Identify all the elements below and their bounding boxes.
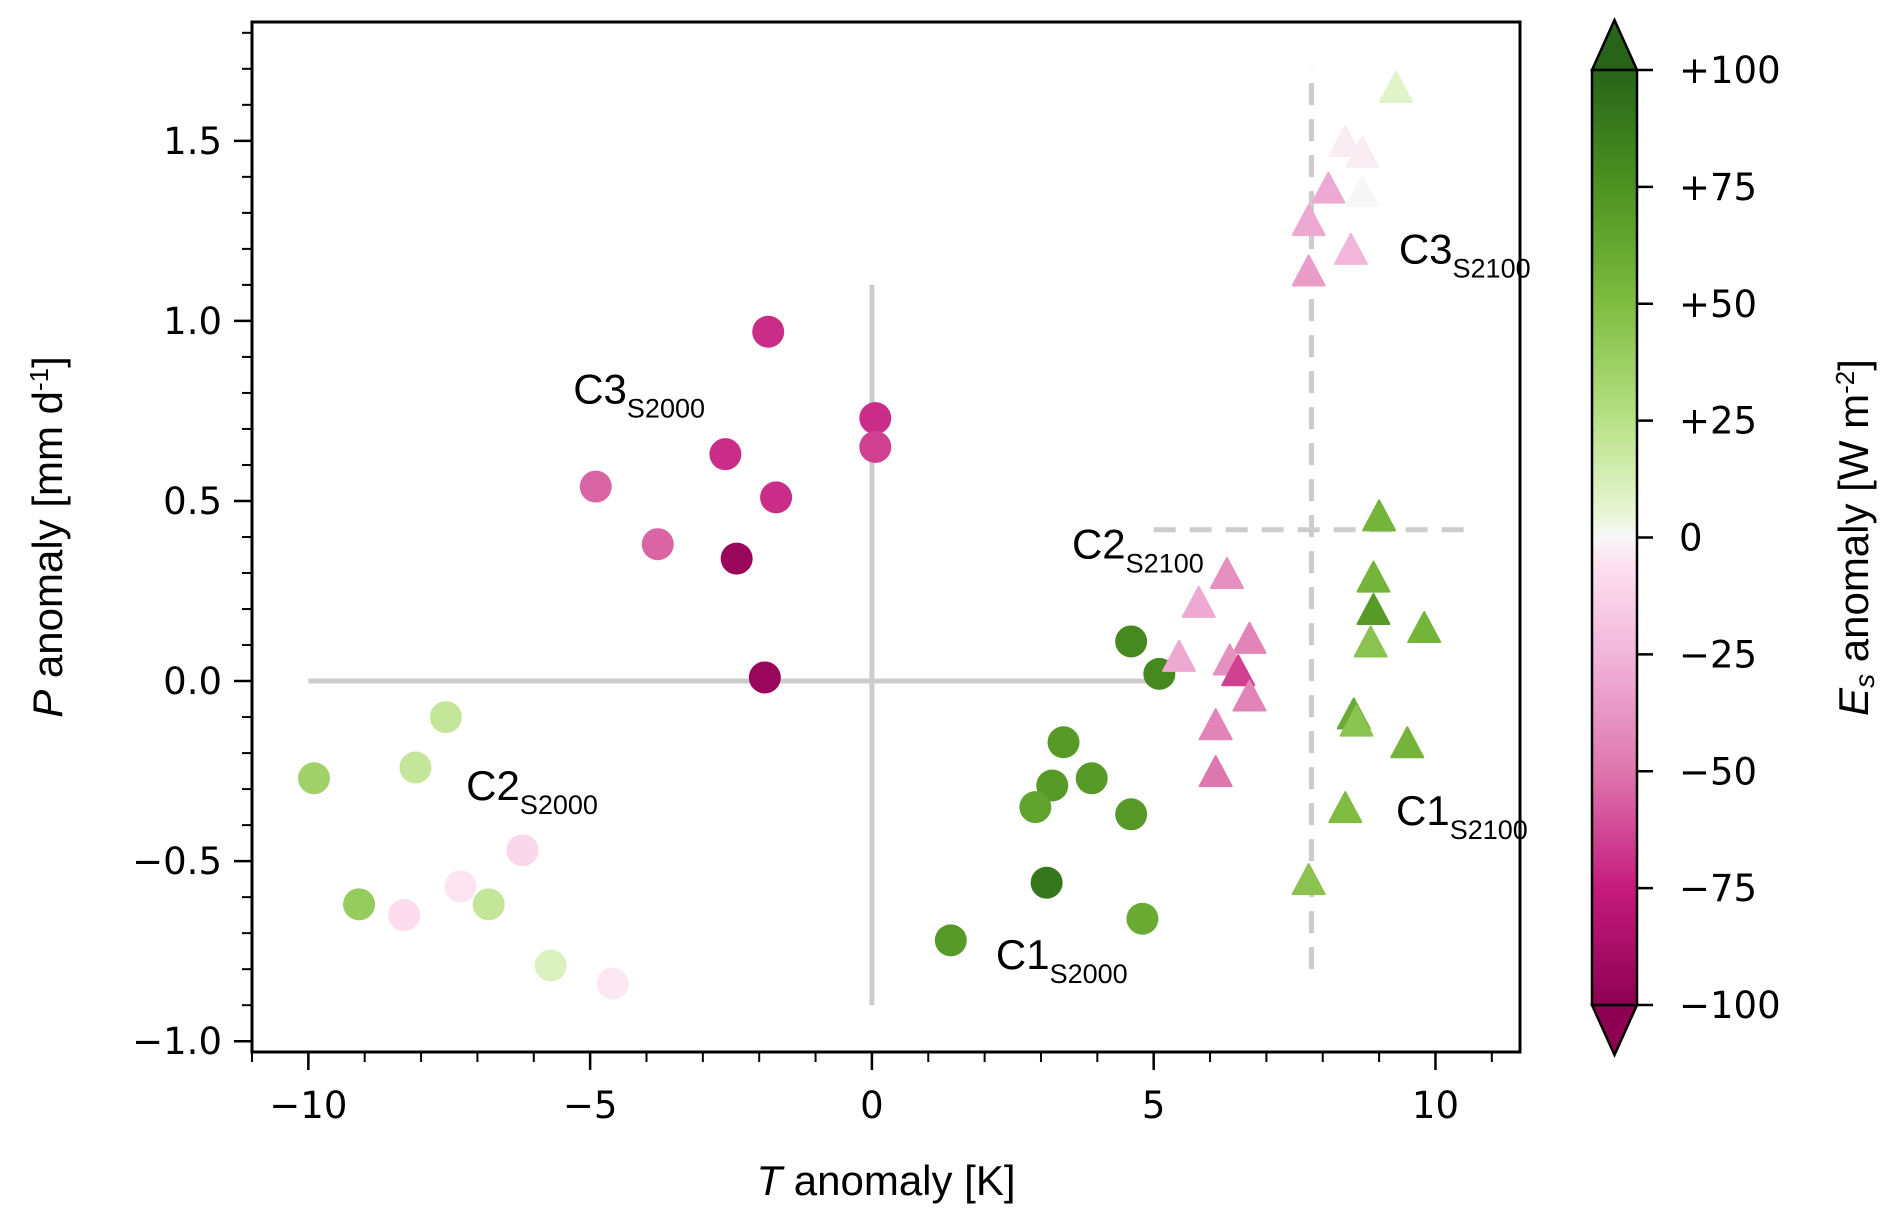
colorbar: +100 +75 +50 +25 0 −25 −50 −75 −100 xyxy=(1590,16,1781,1059)
x-axis-label: T anomaly [K] xyxy=(756,1157,1015,1204)
annotation-c3-s2100: C3S2100 xyxy=(1399,225,1531,283)
y-tick-label: −0.5 xyxy=(132,840,222,883)
data-point-s2100-c1 xyxy=(1356,593,1391,626)
data-point-s2100-c1 xyxy=(1353,625,1388,658)
data-point-s2000-c2 xyxy=(297,762,330,795)
data-point-s2100-c3 xyxy=(1345,135,1380,168)
colorbar-label: Es anomaly [W m-2] xyxy=(1830,359,1880,716)
x-tick-label: 0 xyxy=(860,1084,884,1127)
data-point-s2100-c3 xyxy=(1379,70,1414,103)
data-point-s2000-c1 xyxy=(1047,726,1080,759)
data-point-s2000-c2 xyxy=(534,949,567,982)
data-point-s2100-c1 xyxy=(1362,499,1397,532)
x-tick-label: −5 xyxy=(563,1084,618,1127)
colorbar-tick-label: −25 xyxy=(1679,633,1757,676)
annotation-c1-s2100: C1S2100 xyxy=(1396,787,1528,845)
colorbar-extend-min xyxy=(1590,1003,1639,1059)
y-tick-label: −1.0 xyxy=(132,1020,222,1063)
data-point-s2100-c1 xyxy=(1291,863,1326,896)
data-point-s2100-c2 xyxy=(1198,755,1233,788)
colorbar-tick-label: +75 xyxy=(1679,166,1757,209)
data-point-s2000-c1 xyxy=(934,924,967,957)
data-point-s2100-c2 xyxy=(1221,654,1256,687)
data-point-s2100-c2 xyxy=(1232,679,1267,712)
colorbar-tick-label: −50 xyxy=(1679,750,1757,793)
x-tick-label: 10 xyxy=(1412,1084,1459,1127)
data-point-s2100-c3 xyxy=(1328,124,1363,157)
data-point-s2000-c3 xyxy=(859,430,892,463)
data-point-s2000-c1 xyxy=(1075,762,1108,795)
data-point-s2000-c2 xyxy=(444,870,477,903)
data-point-s2000-c2 xyxy=(388,899,421,932)
cluster-annotations: C3S2000 C2S2000 C1S2000 C3S2100 C2S2100 C1S21… xyxy=(466,225,1530,989)
data-point-s2000-c3 xyxy=(579,470,612,503)
data-point-s2100-c3 xyxy=(1333,232,1368,265)
colorbar-tick-label: +25 xyxy=(1679,400,1757,443)
annotation-c1-s2000: C1S2000 xyxy=(996,931,1128,989)
data-point-s2000-c3 xyxy=(752,315,785,348)
data-point-s2000-c3 xyxy=(760,481,793,514)
data-point-s2100-c1 xyxy=(1356,560,1391,593)
data-point-s2100-c3 xyxy=(1345,175,1380,208)
data-point-s2000-c2 xyxy=(596,967,629,1000)
data-point-s2000-c2 xyxy=(343,888,376,921)
colorbar-tick-label: −75 xyxy=(1679,867,1757,910)
colorbar-tick-label: +50 xyxy=(1679,283,1757,326)
data-point-s2100-c1 xyxy=(1339,704,1374,737)
data-point-s2100-c3 xyxy=(1291,204,1326,237)
x-tick-label: −10 xyxy=(269,1084,347,1127)
data-point-s2100-c2 xyxy=(1198,708,1233,741)
colorbar-tick-label: +100 xyxy=(1679,49,1781,92)
colorbar-tick-label: 0 xyxy=(1679,517,1703,560)
data-point-s2000-c3 xyxy=(748,661,781,694)
colorbar-tick-label: −100 xyxy=(1679,984,1781,1027)
data-point-s2000-c2 xyxy=(399,751,432,784)
data-point-s2000-c2 xyxy=(506,834,539,867)
data-point-s2100-c3 xyxy=(1291,254,1326,287)
reference-lines xyxy=(308,68,1464,1006)
data-point-s2000-c1 xyxy=(1030,866,1063,899)
data-point-s2000-c1 xyxy=(1036,769,1069,802)
data-point-s2000-c1 xyxy=(1019,791,1052,824)
data-point-s2000-c3 xyxy=(709,438,742,471)
y-tick-label: 0.5 xyxy=(163,480,222,523)
colorbar-extend-max xyxy=(1590,16,1639,72)
markers xyxy=(297,70,1442,1000)
annotation-c2-s2000: C2S2000 xyxy=(466,762,598,820)
data-point-s2100-c3 xyxy=(1311,171,1346,204)
data-point-s2100-c1 xyxy=(1407,611,1442,644)
data-point-s2100-c2 xyxy=(1181,585,1216,618)
data-point-s2000-c1 xyxy=(1115,798,1148,831)
data-point-s2100-c2 xyxy=(1232,621,1267,654)
data-point-s2000-c3 xyxy=(720,542,753,575)
y-axis-label: P anomaly [mm d-1] xyxy=(24,356,71,718)
colorbar-gradient xyxy=(1590,68,1639,1007)
data-point-s2000-c1 xyxy=(1126,902,1159,935)
data-point-s2000-c1 xyxy=(1115,625,1148,658)
axes: −10 −5 0 5 10 −1.0 −0.5 0.0 0.5 1.0 1.5 xyxy=(132,20,1522,1127)
data-point-s2000-c3 xyxy=(641,528,674,561)
y-tick-label: 1.0 xyxy=(163,300,222,343)
annotation-c3-s2000: C3S2000 xyxy=(573,366,705,424)
annotation-c2-s2100: C2S2100 xyxy=(1072,521,1204,579)
data-point-s2000-c2 xyxy=(429,701,462,734)
y-tick-label: 0.0 xyxy=(163,660,222,703)
x-tick-label: 5 xyxy=(1142,1084,1166,1127)
data-point-s2000-c3 xyxy=(859,402,892,435)
data-point-s2100-c2 xyxy=(1162,639,1197,672)
y-tick-label: 1.5 xyxy=(163,120,222,163)
data-point-s2100-c2 xyxy=(1209,557,1244,590)
data-point-s2000-c2 xyxy=(472,888,505,921)
data-point-s2100-c1 xyxy=(1390,726,1425,759)
data-point-s2100-c1 xyxy=(1328,791,1363,824)
